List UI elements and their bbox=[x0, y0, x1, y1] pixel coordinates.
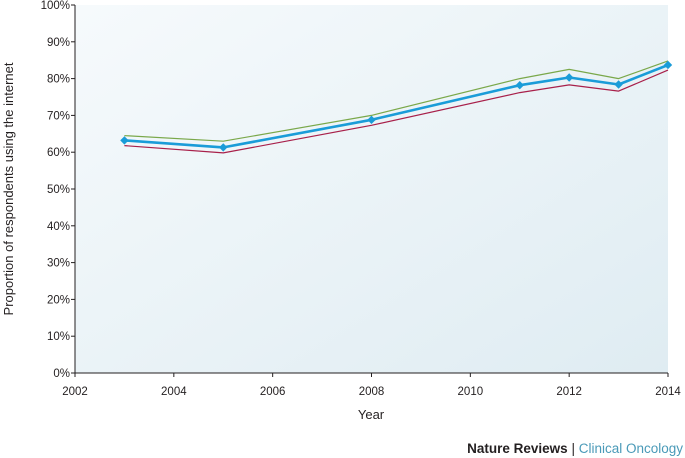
credit-separator: | bbox=[567, 441, 579, 456]
x-tick-label: 2004 bbox=[161, 386, 187, 398]
data-point-marker bbox=[663, 60, 673, 70]
data-point-marker bbox=[219, 143, 228, 152]
y-tick-label: 50% bbox=[47, 184, 70, 196]
journal-credit: Nature Reviews | Clinical Oncology bbox=[467, 441, 683, 456]
x-tick-label: 2008 bbox=[359, 386, 385, 398]
series-line-upper bbox=[124, 60, 669, 142]
brand-name: Nature Reviews bbox=[467, 441, 568, 456]
x-axis-ticks: 2002 2004 2006 2008 2010 2012 2014 bbox=[62, 373, 681, 398]
journal-name: Clinical Oncology bbox=[578, 441, 683, 456]
y-tick-label: 0% bbox=[53, 368, 70, 380]
y-tick-label: 80% bbox=[47, 74, 70, 86]
data-point-marker bbox=[515, 81, 524, 90]
x-tick-label: 2010 bbox=[458, 386, 484, 398]
series-layer bbox=[120, 60, 673, 154]
data-point-marker bbox=[367, 115, 376, 125]
x-tick-label: 2012 bbox=[556, 386, 582, 398]
y-tick-label: 20% bbox=[47, 294, 70, 306]
plot-area bbox=[75, 5, 668, 373]
x-axis-title: Year bbox=[358, 407, 385, 422]
y-axis-ticks: 0% 10% 20% 30% 40% 50% 60% 70% 80% 90% 100% bbox=[41, 0, 75, 380]
y-tick-label: 40% bbox=[47, 221, 70, 233]
data-point-marker bbox=[614, 80, 623, 89]
y-tick-label: 70% bbox=[47, 110, 70, 122]
y-tick-label: 90% bbox=[47, 37, 70, 49]
data-point-marker bbox=[120, 136, 129, 145]
y-tick-label: 60% bbox=[47, 147, 70, 159]
y-tick-label: 10% bbox=[47, 331, 70, 343]
x-tick-label: 2002 bbox=[62, 386, 88, 398]
y-axis-title: Proportion of respondents using the inte… bbox=[1, 62, 16, 315]
data-point-marker bbox=[564, 73, 574, 82]
x-tick-label: 2006 bbox=[260, 386, 286, 398]
series-line-lower bbox=[124, 69, 669, 154]
x-tick-label: 2014 bbox=[655, 386, 681, 398]
y-tick-label: 30% bbox=[47, 258, 70, 270]
y-tick-label: 100% bbox=[41, 0, 70, 12]
